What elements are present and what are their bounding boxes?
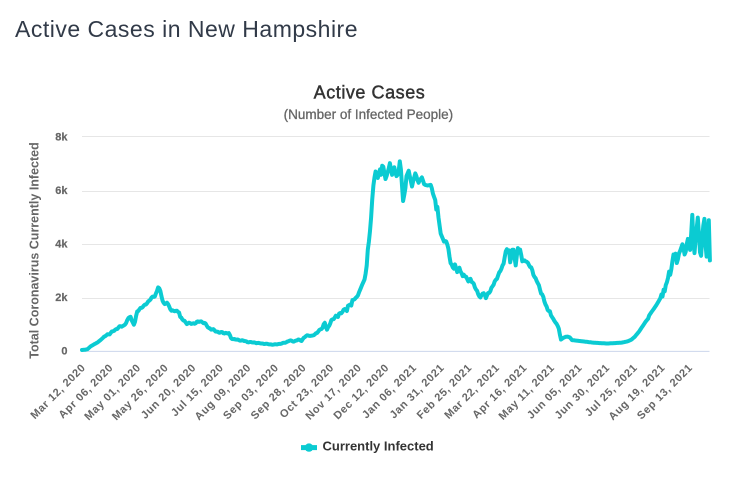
- svg-text:Total Coronavirus Currently In: Total Coronavirus Currently Infected: [27, 142, 41, 358]
- svg-text:6k: 6k: [55, 185, 68, 197]
- svg-text:Active Cases: Active Cases: [314, 83, 426, 103]
- svg-text:(Number of Infected People): (Number of Infected People): [284, 107, 454, 122]
- svg-text:8k: 8k: [55, 132, 68, 144]
- svg-text:4k: 4k: [55, 239, 68, 251]
- svg-text:Currently Infected: Currently Infected: [323, 439, 434, 454]
- svg-text:0: 0: [61, 346, 67, 358]
- svg-text:2k: 2k: [55, 292, 68, 304]
